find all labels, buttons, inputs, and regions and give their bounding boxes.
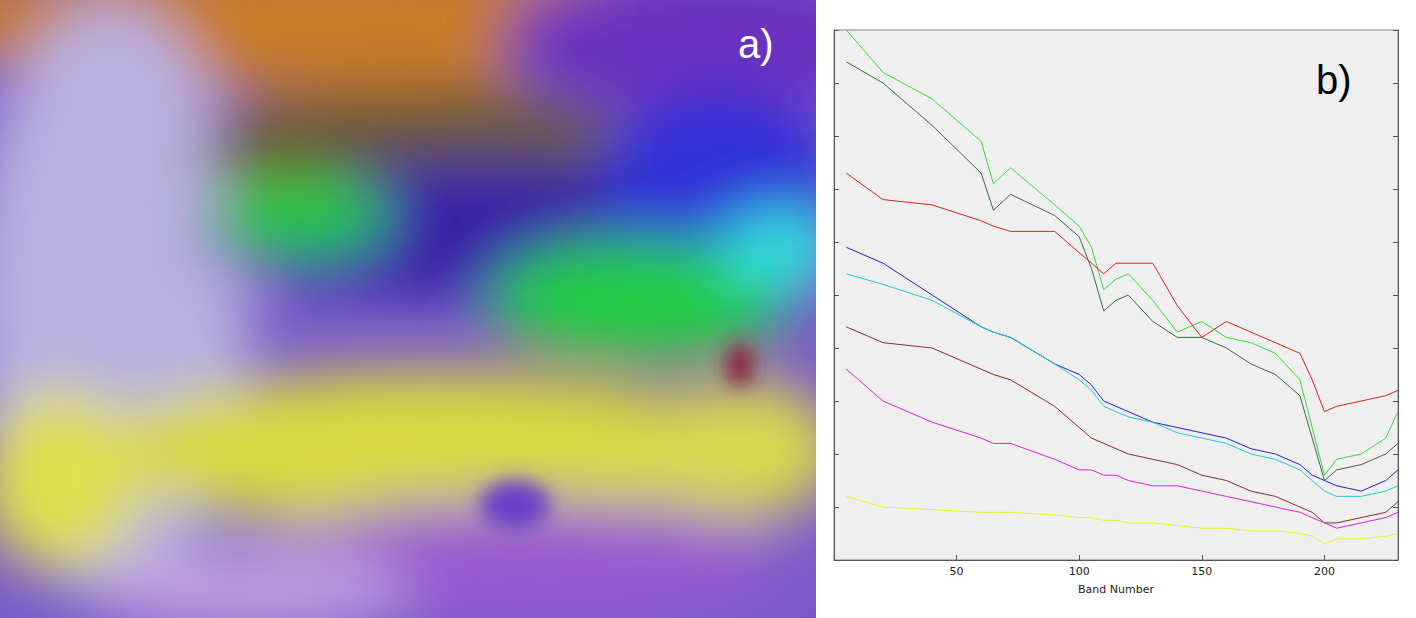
svg-text:100: 100 xyxy=(1069,565,1090,578)
svg-text:Band Number: Band Number xyxy=(1078,583,1154,596)
svg-text:50: 50 xyxy=(950,565,964,578)
html-text:a): a) xyxy=(738,22,774,66)
html-text:b): b) xyxy=(1316,58,1352,102)
svg-text:200: 200 xyxy=(1314,565,1335,578)
svg-text:150: 150 xyxy=(1191,565,1212,578)
